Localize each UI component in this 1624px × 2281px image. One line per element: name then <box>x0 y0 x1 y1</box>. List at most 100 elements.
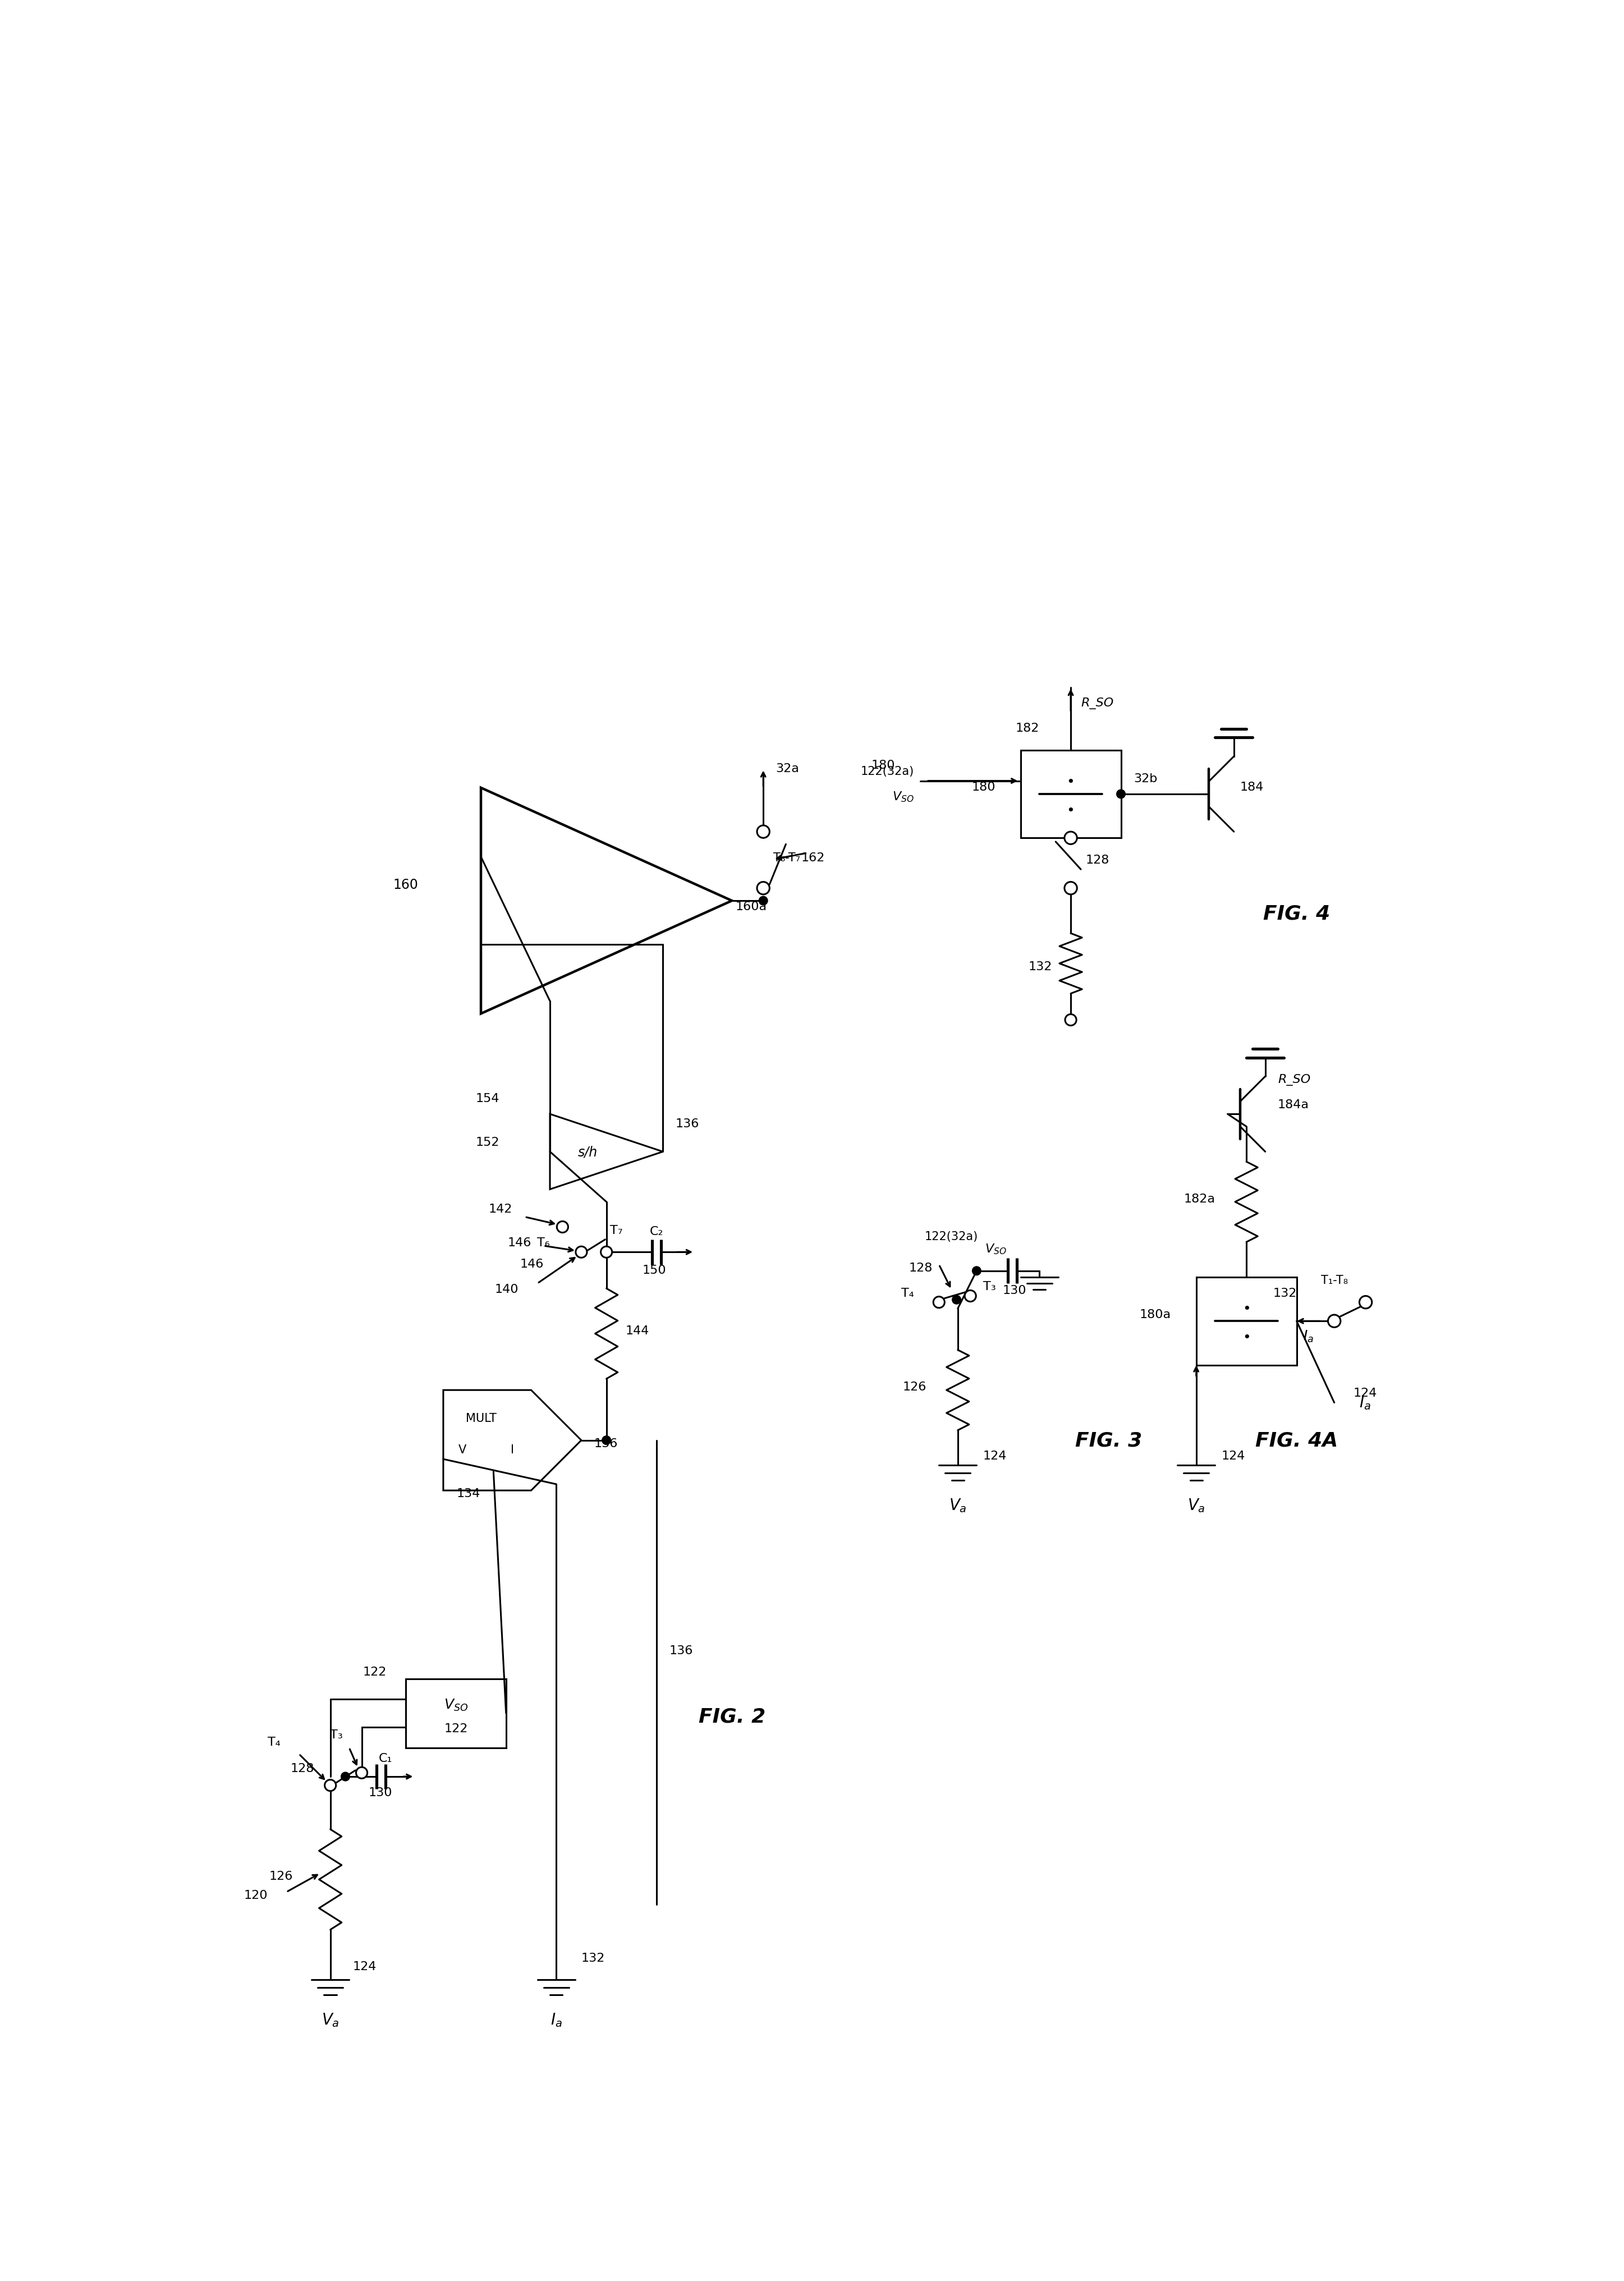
Text: 136: 136 <box>669 1645 693 1656</box>
Text: 136: 136 <box>594 1437 617 1448</box>
Text: 132: 132 <box>1028 960 1052 972</box>
Text: 136: 136 <box>676 1118 700 1129</box>
Circle shape <box>1064 833 1077 844</box>
Text: •: • <box>1067 776 1075 789</box>
Circle shape <box>601 1248 612 1257</box>
Text: $V_a$: $V_a$ <box>1187 1496 1205 1515</box>
Text: 122: 122 <box>443 1722 468 1734</box>
Text: 184: 184 <box>1241 782 1263 794</box>
Circle shape <box>973 1266 981 1275</box>
Text: V: V <box>458 1444 466 1455</box>
Text: 146: 146 <box>520 1259 544 1271</box>
Circle shape <box>1065 1015 1077 1026</box>
Polygon shape <box>481 789 732 1013</box>
Text: FIG. 3: FIG. 3 <box>1075 1430 1142 1451</box>
Circle shape <box>1359 1296 1372 1309</box>
Text: $I_a$: $I_a$ <box>551 2012 562 2028</box>
Text: I: I <box>510 1444 513 1455</box>
Text: 150: 150 <box>641 1264 666 1275</box>
Text: T₆: T₆ <box>538 1236 551 1248</box>
Text: s/h: s/h <box>578 1145 598 1159</box>
Text: 124: 124 <box>352 1962 377 1973</box>
Text: 160: 160 <box>393 878 417 892</box>
Text: •: • <box>1067 803 1075 817</box>
Circle shape <box>1064 883 1077 894</box>
Circle shape <box>575 1248 586 1257</box>
Text: $V_{SO}$: $V_{SO}$ <box>984 1243 1007 1255</box>
Circle shape <box>758 896 768 906</box>
Text: 182: 182 <box>1015 723 1039 734</box>
Text: 32b: 32b <box>1134 773 1158 785</box>
Text: T₃: T₃ <box>330 1729 343 1740</box>
Text: T₆-T₇: T₆-T₇ <box>773 851 801 862</box>
Circle shape <box>603 1248 611 1257</box>
Circle shape <box>341 1772 349 1781</box>
Text: $V_a$: $V_a$ <box>322 2012 339 2028</box>
Text: 128: 128 <box>291 1763 313 1775</box>
Text: 142: 142 <box>489 1202 512 1213</box>
Circle shape <box>965 1291 976 1302</box>
Circle shape <box>557 1223 568 1232</box>
Text: $I_a$: $I_a$ <box>1302 1330 1314 1344</box>
Text: 162: 162 <box>801 851 825 862</box>
Text: 120: 120 <box>244 1889 268 1900</box>
Polygon shape <box>551 1115 663 1191</box>
Text: 182a: 182a <box>1184 1193 1215 1204</box>
Bar <box>1197 1277 1296 1364</box>
Text: $V_a$: $V_a$ <box>948 1496 966 1515</box>
Text: C₂: C₂ <box>650 1225 664 1236</box>
Text: MULT: MULT <box>466 1412 497 1423</box>
Text: 180: 180 <box>971 782 996 794</box>
Text: 180: 180 <box>870 760 895 771</box>
Text: 184a: 184a <box>1278 1099 1309 1111</box>
Text: •: • <box>1242 1302 1250 1316</box>
Circle shape <box>325 1779 336 1791</box>
Text: $I_a$: $I_a$ <box>1359 1394 1371 1412</box>
Circle shape <box>757 883 770 894</box>
Text: T₃: T₃ <box>983 1282 996 1291</box>
Text: 140: 140 <box>495 1284 518 1296</box>
Text: 128: 128 <box>1086 855 1109 864</box>
Circle shape <box>603 1437 611 1444</box>
Text: FIG. 2: FIG. 2 <box>698 1706 765 1727</box>
Circle shape <box>356 1768 367 1779</box>
Text: 134: 134 <box>456 1487 481 1499</box>
Text: T₇: T₇ <box>611 1225 624 1236</box>
Text: FIG. 4A: FIG. 4A <box>1255 1430 1338 1451</box>
Text: $V_{SO}$: $V_{SO}$ <box>443 1697 468 1713</box>
Text: 132: 132 <box>1273 1286 1296 1298</box>
Text: 124: 124 <box>1353 1387 1377 1398</box>
Text: T₁-T₈: T₁-T₈ <box>1320 1275 1348 1286</box>
Circle shape <box>1328 1314 1340 1328</box>
Text: 122: 122 <box>364 1665 387 1677</box>
Text: 146: 146 <box>507 1236 531 1248</box>
Text: R_SO: R_SO <box>1278 1074 1311 1086</box>
Text: 122(32a): 122(32a) <box>924 1232 978 1241</box>
Text: 124: 124 <box>983 1451 1007 1462</box>
Text: 32a: 32a <box>776 762 799 773</box>
Bar <box>406 1679 507 1747</box>
Polygon shape <box>443 1389 581 1492</box>
Text: FIG. 4: FIG. 4 <box>1263 903 1330 924</box>
Text: 160a: 160a <box>736 901 767 912</box>
Text: 122(32a): 122(32a) <box>861 766 914 778</box>
Text: •: • <box>1242 1330 1250 1344</box>
Text: $V_{SO}$: $V_{SO}$ <box>892 789 914 803</box>
Text: 154: 154 <box>476 1093 500 1104</box>
Circle shape <box>952 1296 961 1305</box>
Text: 124: 124 <box>1221 1451 1246 1462</box>
Text: 126: 126 <box>270 1870 292 1882</box>
Text: 152: 152 <box>476 1136 500 1147</box>
Text: 126: 126 <box>903 1382 926 1391</box>
Text: 130: 130 <box>1002 1284 1026 1296</box>
Bar <box>1020 750 1121 839</box>
Text: 180a: 180a <box>1140 1309 1171 1321</box>
Text: C₁: C₁ <box>378 1752 393 1763</box>
Text: 128: 128 <box>909 1261 932 1273</box>
Circle shape <box>934 1298 945 1307</box>
Circle shape <box>1117 789 1125 798</box>
Text: T₄: T₄ <box>268 1736 281 1747</box>
Text: 144: 144 <box>625 1325 650 1337</box>
Text: R_SO: R_SO <box>1082 698 1114 709</box>
Text: 130: 130 <box>369 1786 393 1797</box>
